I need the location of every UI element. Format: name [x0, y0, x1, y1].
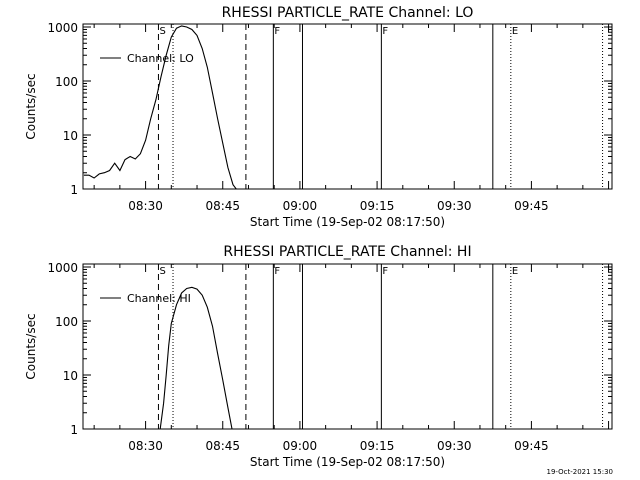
event-marker-label: F — [274, 26, 280, 37]
event-marker-label: S — [159, 266, 165, 277]
event-marker-label: F — [382, 26, 388, 37]
plot-frame — [82, 263, 613, 430]
x-tick-label: 08:45 — [205, 439, 240, 453]
y-tick-label: 1 — [70, 423, 78, 437]
x-tick-label: 09:00 — [283, 439, 318, 453]
x-tick-label: 08:30 — [128, 199, 163, 213]
y-axis-label: Counts/sec — [24, 73, 38, 139]
y-tick-label: 1000 — [47, 21, 78, 35]
x-axis-label: Start Time (19-Sep-02 08:17:50) — [250, 215, 445, 229]
event-marker-label: S — [159, 26, 165, 37]
x-tick-label: 09:30 — [437, 439, 472, 453]
chart-title: RHESSI PARTICLE_RATE Channel: HI — [223, 244, 471, 260]
event-marker-label: E — [512, 26, 518, 37]
event-marker-label: F — [274, 266, 280, 277]
x-axis-label: Start Time (19-Sep-02 08:17:50) — [250, 455, 445, 469]
legend-label: Channel: LO — [127, 52, 194, 65]
y-tick-label: 1000 — [47, 261, 78, 275]
y-tick-label: 1 — [70, 183, 78, 197]
event-marker-label: E — [512, 266, 518, 277]
x-tick-label: 09:30 — [437, 199, 472, 213]
lo-channel-panel: RHESSI PARTICLE_RATE Channel: LO Counts/s… — [24, 5, 613, 229]
y-tick-label: 100 — [55, 315, 78, 329]
hi-channel-panel: RHESSI PARTICLE_RATE Channel: HI Counts/s… — [24, 244, 613, 469]
y-axis-label: Counts/sec — [24, 313, 38, 379]
x-tick-label: 09:45 — [514, 199, 549, 213]
x-tick-label: 09:15 — [360, 199, 395, 213]
event-marker-label: F — [382, 266, 388, 277]
plot-frame — [82, 23, 613, 190]
x-tick-label: 09:45 — [514, 439, 549, 453]
series-line — [83, 25, 237, 189]
x-tick-label: 09:15 — [360, 439, 395, 453]
legend-label: Channel: HI — [127, 292, 191, 305]
y-tick-label: 10 — [63, 369, 78, 383]
chart-title: RHESSI PARTICLE_RATE Channel: LO — [222, 5, 474, 21]
x-tick-label: 08:45 — [205, 199, 240, 213]
series-line — [159, 286, 233, 429]
footer-timestamp: 19-Oct-2021 15:30 — [547, 468, 613, 476]
y-tick-label: 10 — [63, 129, 78, 143]
x-tick-label: 08:30 — [128, 439, 163, 453]
y-tick-label: 100 — [55, 75, 78, 89]
x-tick-label: 09:00 — [283, 199, 318, 213]
